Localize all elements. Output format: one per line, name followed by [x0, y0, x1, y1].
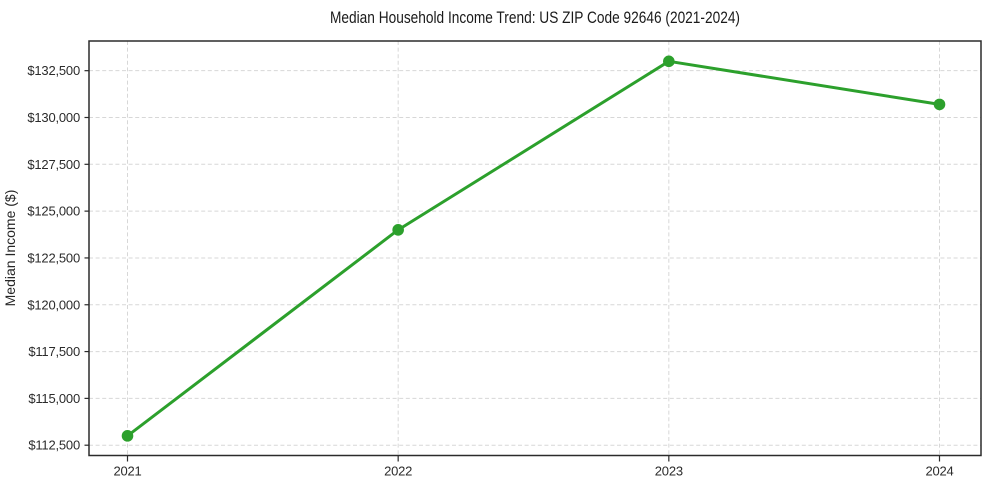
series-layer [121, 55, 946, 442]
grid-layer [89, 41, 981, 456]
y-tick-label: $115,000 [28, 391, 80, 406]
y-tick-label: $112,500 [28, 438, 80, 453]
x-tick-label: 2024 [925, 464, 953, 479]
plot-border [88, 40, 982, 457]
y-tick-label: $130,000 [27, 110, 80, 125]
chart-title: Median Household Income Trend: US ZIP Co… [330, 8, 740, 27]
x-tick-label: 2021 [113, 464, 141, 479]
data-point [663, 55, 675, 68]
data-point [933, 98, 946, 111]
trend-line [126, 59, 941, 438]
y-tick-label: $132,500 [27, 63, 80, 78]
x-tick-label: 2022 [384, 464, 412, 479]
y-tick-label: $117,500 [28, 344, 80, 359]
data-point [121, 430, 134, 442]
x-tick-label: 2023 [655, 464, 683, 479]
y-tick-label: $125,000 [27, 204, 80, 219]
label-layer: $112,500 $115,000 $117,500 $120,000 $122,500… [27, 63, 953, 478]
axis-layer [84, 40, 982, 462]
y-tick-label: $122,500 [27, 250, 80, 265]
y-axis-label: Median Income ($) [2, 190, 18, 307]
y-tick-label: $127,500 [27, 157, 80, 172]
y-tick-label: $120,000 [27, 297, 80, 312]
data-point [392, 224, 404, 236]
